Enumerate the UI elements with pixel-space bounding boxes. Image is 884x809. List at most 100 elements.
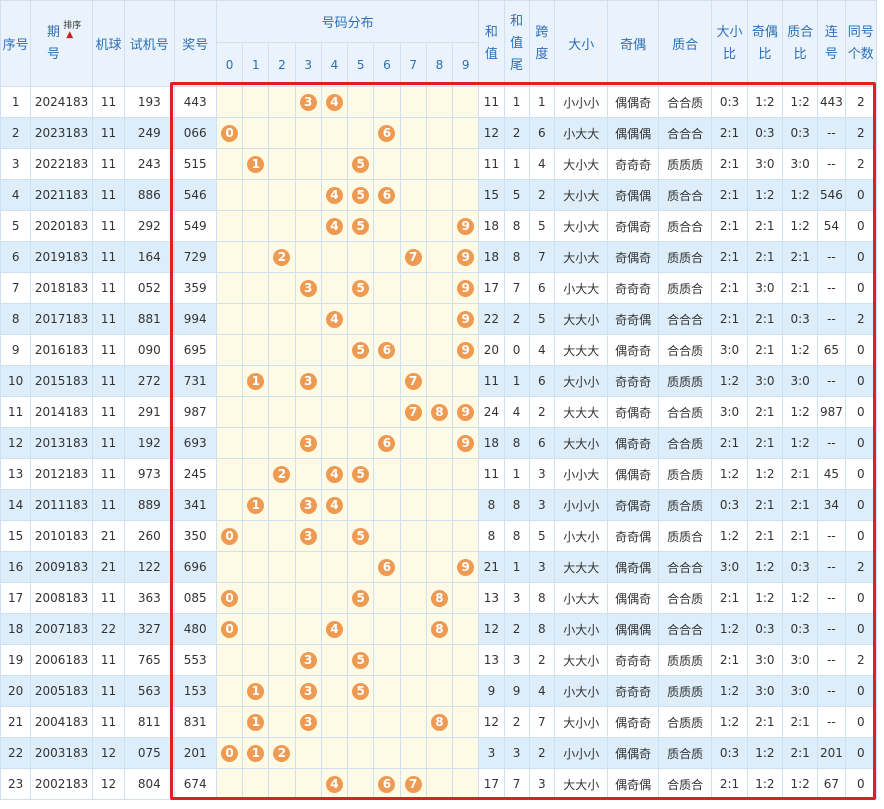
cell-sum-tail: 1	[503, 86, 530, 118]
cell-consecutive: --	[817, 303, 846, 335]
cell-consecutive: --	[817, 582, 846, 614]
digit-cell	[373, 303, 401, 335]
digit-cell: 0	[215, 117, 244, 149]
digit-cell: 5	[347, 179, 375, 211]
cell-prime: 质质质	[657, 365, 713, 397]
cell-parity-ratio: 3:0	[746, 148, 784, 180]
col-header-same-count: 同号 个数	[844, 0, 878, 87]
cell-parity: 偶奇偶	[607, 551, 659, 583]
digit-cell	[452, 768, 480, 800]
digit-cell	[268, 272, 296, 304]
cell-same-count: 0	[844, 458, 878, 490]
cell-prize: 515	[173, 148, 217, 180]
digit-cell	[425, 303, 454, 335]
digit-cell	[399, 582, 427, 614]
digit-cell	[294, 768, 322, 800]
cell-period: 2003183	[30, 737, 93, 769]
digit-cell	[347, 489, 375, 521]
table-row: 21 2004183 11 811 831 1 3 8 12 2 7 大小小 偶奇奇 合质质 1:2 2:1 2…	[0, 706, 878, 738]
cell-size-ratio: 1:2	[711, 458, 748, 490]
digit-cell: 5	[347, 675, 375, 707]
digit-ball: 6	[378, 186, 396, 204]
cell-same-count: 2	[844, 303, 878, 335]
digit-cell: 0	[215, 520, 244, 552]
cell-prime-ratio: 3:0	[781, 148, 819, 180]
cell-prime: 质合质	[657, 489, 713, 521]
sort-arrow-icon[interactable]: ▲	[66, 30, 74, 40]
col-header-prime-ratio: 质合 比	[781, 0, 819, 87]
cell-consecutive: --	[817, 551, 846, 583]
cell-span: 2	[528, 396, 555, 428]
digit-cell	[294, 458, 322, 490]
digit-cell	[452, 458, 480, 490]
cell-prime: 合质合	[657, 768, 713, 800]
digit-cell: 5	[347, 148, 375, 180]
cell-prime-ratio: 1:2	[781, 334, 819, 366]
cell-prime: 质质合	[657, 272, 713, 304]
cell-consecutive: --	[817, 117, 846, 149]
digit-ball: 2	[273, 465, 291, 483]
cell-machine: 21	[91, 520, 126, 552]
cell-size-ratio: 1:2	[711, 520, 748, 552]
digit-cell	[373, 675, 401, 707]
digit-cell	[425, 551, 454, 583]
cell-span: 4	[528, 148, 555, 180]
cell-size-ratio: 0:3	[711, 489, 748, 521]
cell-parity-ratio: 3:0	[746, 675, 784, 707]
digit-cell	[399, 644, 427, 676]
digit-ball: 4	[325, 496, 343, 514]
table-row: 19 2006183 11 765 553 3 5 13 3 2 大大小 奇奇奇 质质质 2:1 3:0 3:…	[0, 644, 878, 676]
cell-span: 7	[528, 241, 555, 273]
cell-parity-ratio: 2:1	[746, 427, 784, 459]
cell-parity: 奇偶奇	[607, 241, 659, 273]
digit-cell	[373, 737, 401, 769]
cell-prime: 质合质	[657, 458, 713, 490]
table-row: 14 2011183 11 889 341 1 3 4 8 8 3 小小小 奇偶奇 质合质 0:3 2:1 2:…	[0, 489, 878, 521]
cell-size: 小小小	[553, 737, 609, 769]
sort-label[interactable]: 排序	[63, 21, 82, 31]
digit-cell	[268, 334, 296, 366]
cell-span: 2	[528, 644, 555, 676]
cell-prime: 合合质	[657, 334, 713, 366]
digit-ball: 9	[457, 248, 475, 266]
cell-machine: 12	[91, 768, 126, 800]
digit-cell	[347, 768, 375, 800]
digit-ball: 4	[325, 186, 343, 204]
digit-cell	[373, 272, 401, 304]
cell-same-count: 2	[844, 86, 878, 118]
digit-header: 9	[452, 42, 480, 87]
digit-ball: 4	[325, 310, 343, 328]
cell-sum-tail: 1	[503, 365, 530, 397]
digit-cell: 5	[347, 582, 375, 614]
digit-cell	[294, 241, 322, 273]
digit-ball: 1	[247, 713, 265, 731]
digit-ball: 0	[221, 620, 239, 638]
cell-span: 3	[528, 458, 555, 490]
cell-consecutive: --	[817, 148, 846, 180]
cell-parity-ratio: 1:2	[746, 582, 784, 614]
cell-period: 2016183	[30, 334, 93, 366]
cell-trial: 292	[124, 210, 175, 242]
col-header-parity-ratio: 奇偶 比	[746, 0, 784, 87]
cell-same-count: 0	[844, 706, 878, 738]
digit-ball: 1	[247, 682, 265, 700]
cell-consecutive: --	[817, 241, 846, 273]
cell-prime: 合合合	[657, 613, 713, 645]
cell-parity: 奇奇奇	[607, 272, 659, 304]
cell-machine: 11	[91, 706, 126, 738]
digit-cell	[425, 458, 454, 490]
table-row: 1 2024183 11 193 443 3 4 11 1 1 小小小 偶偶奇 合合质 0:3 1:2 1:2…	[0, 86, 878, 118]
digit-cell: 1	[242, 148, 270, 180]
cell-sum-tail: 0	[503, 334, 530, 366]
digit-cell	[215, 148, 244, 180]
digit-cell	[294, 737, 322, 769]
col-header-period[interactable]: 期 号 排序 ▲	[30, 0, 93, 87]
cell-size-ratio: 2:1	[711, 117, 748, 149]
digit-ball: 3	[299, 434, 317, 452]
cell-prize: 350	[173, 520, 217, 552]
cell-prize: 729	[173, 241, 217, 273]
cell-consecutive: --	[817, 675, 846, 707]
digit-cell	[215, 551, 244, 583]
digit-cell	[268, 179, 296, 211]
digit-cell	[268, 768, 296, 800]
